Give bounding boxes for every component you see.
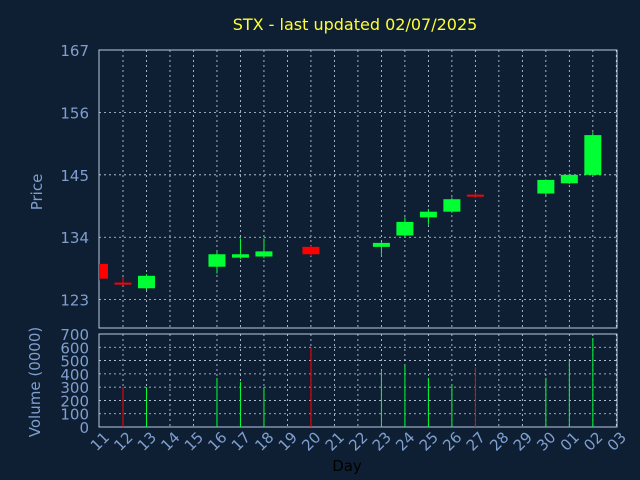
volume-y-tick-label: 300 <box>60 379 89 397</box>
candle-body <box>372 242 390 247</box>
candle-body <box>396 221 414 236</box>
candle-30 <box>537 179 555 197</box>
price-y-tick-label: 156 <box>60 104 89 122</box>
candle-body <box>255 251 273 257</box>
price-grid <box>99 50 617 328</box>
candle-13 <box>137 274 155 290</box>
price-panel: 123 134 145 156 167 Price <box>28 42 618 329</box>
candle-body <box>137 275 155 289</box>
candle-02 <box>584 132 602 176</box>
candle-01 <box>560 173 578 184</box>
candle-18 <box>255 238 273 259</box>
candle-body <box>466 194 484 197</box>
volume-y-tick-label: 400 <box>60 366 89 384</box>
volume-y-tick-label: 0 <box>79 419 89 437</box>
candle-body <box>114 282 132 285</box>
candle-12 <box>114 276 132 286</box>
candle-20 <box>302 245 320 256</box>
volume-y-tick-label: 100 <box>60 406 89 424</box>
candle-body <box>231 254 249 258</box>
price-y-ticks: 123 134 145 156 167 <box>60 42 89 310</box>
volume-y-tick-label: 600 <box>60 339 89 357</box>
volume-y-axis-label: Volume (0000) <box>26 327 44 437</box>
chart-title: STX - last updated 02/07/2025 <box>233 15 478 34</box>
volume-y-tick-label: 500 <box>60 353 89 371</box>
x-axis-label: Day <box>332 457 362 475</box>
price-y-tick-label: 145 <box>60 167 89 185</box>
candle-body <box>99 263 108 279</box>
candles <box>99 132 602 290</box>
candle-17 <box>231 238 249 259</box>
price-y-axis-label: Price <box>28 174 46 211</box>
candle-body <box>537 179 555 194</box>
volume-bars <box>122 337 594 427</box>
candle-24 <box>396 217 414 238</box>
price-y-tick-label: 134 <box>60 229 89 247</box>
candle-body <box>302 246 320 255</box>
candle-body <box>208 254 226 267</box>
candle-16 <box>208 251 226 274</box>
price-y-tick-label: 167 <box>60 42 89 60</box>
candle-11 <box>99 263 108 281</box>
candle-body <box>419 211 437 218</box>
candle-body <box>443 199 461 212</box>
price-y-tick-label: 123 <box>60 292 89 310</box>
candle-27 <box>466 192 484 199</box>
candle-26 <box>443 197 461 213</box>
candle-body <box>560 174 578 184</box>
volume-y-tick-label: 200 <box>60 392 89 410</box>
x-tick-labels: 1112131415161718192021222324252627282930… <box>87 428 630 454</box>
candle-body <box>584 135 602 175</box>
candle-25 <box>419 208 437 225</box>
volume-y-tick-label: 700 <box>60 326 89 344</box>
candle-23 <box>372 241 390 255</box>
